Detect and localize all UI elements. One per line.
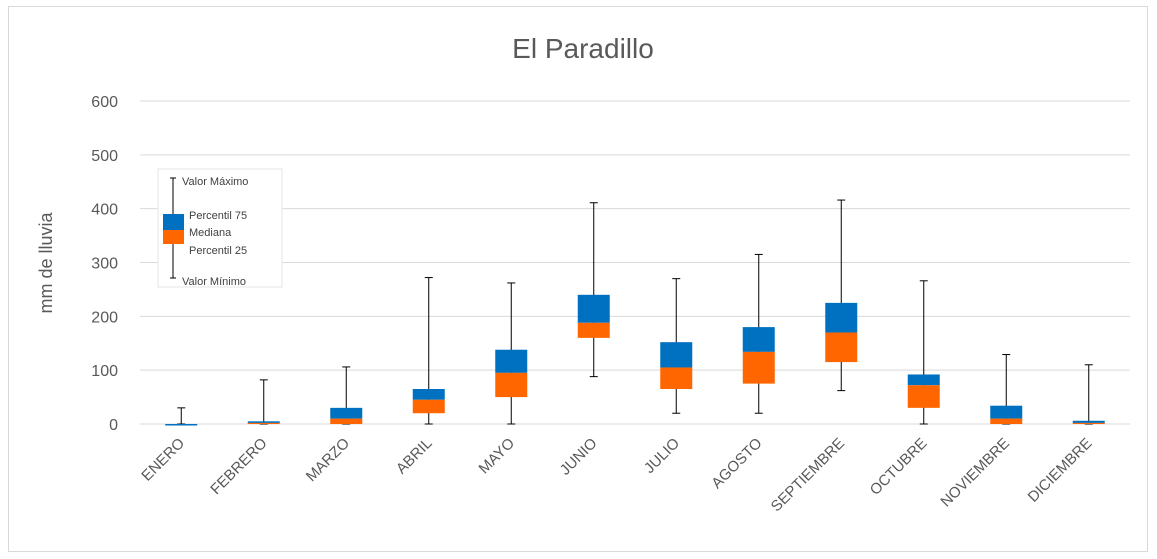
- x-category-label: JUNIO: [557, 435, 601, 479]
- x-category-label: SEPTIEMBRE: [768, 435, 848, 515]
- legend-p25-label: Percentil 25: [189, 245, 247, 257]
- box-noviembre: [990, 354, 1023, 425]
- x-category-label: FEBRERO: [207, 435, 270, 498]
- chart-title: El Paradillo: [512, 33, 654, 64]
- lower-box-p25: [247, 422, 280, 424]
- y-tick-label: 400: [91, 202, 118, 219]
- gridlines: [140, 100, 1130, 425]
- box-abril: [412, 277, 445, 425]
- legend-max-label: Valor Máximo: [182, 176, 248, 188]
- box-julio: [660, 278, 693, 414]
- lower-box-p25: [990, 418, 1023, 424]
- legend-min-label: Valor Mínimo: [182, 276, 246, 288]
- box-series: [165, 199, 1105, 426]
- upper-box-p75: [247, 421, 280, 423]
- box-diciembre: [1072, 364, 1105, 425]
- lower-box-p25: [660, 367, 693, 390]
- lower-box-p25: [907, 385, 940, 408]
- box-junio: [577, 202, 610, 378]
- lower-box-p25: [577, 322, 610, 338]
- x-category-label: ENERO: [138, 435, 188, 485]
- y-tick-labels: 0 100 200 300 400 500 600: [91, 94, 118, 434]
- lower-box-p25: [412, 399, 445, 414]
- box-octubre: [907, 280, 940, 425]
- upper-box-p75: [990, 405, 1023, 419]
- y-tick-label: 500: [91, 148, 118, 165]
- y-tick-label: 0: [109, 417, 118, 434]
- upper-box-p75: [1072, 420, 1105, 423]
- box-mayo: [495, 282, 528, 425]
- x-category-label: MARZO: [303, 435, 353, 485]
- upper-box-p75: [660, 342, 693, 368]
- upper-box-p75: [330, 407, 363, 419]
- y-tick-label: 100: [91, 363, 118, 380]
- x-category-label: NOVIEMBRE: [937, 435, 1013, 511]
- y-tick-label: 200: [91, 309, 118, 326]
- box-enero: [165, 407, 198, 426]
- lower-box-p25: [742, 351, 775, 384]
- x-category-label: DICIEMBRE: [1025, 435, 1096, 506]
- upper-box-p75: [577, 294, 610, 323]
- x-category-label: MAYO: [476, 435, 518, 477]
- box-agosto: [742, 253, 775, 414]
- upper-box-p75: [825, 302, 858, 333]
- upper-box-p75: [742, 327, 775, 352]
- y-tick-label: 300: [91, 256, 118, 273]
- legend-p75-swatch: [163, 214, 184, 230]
- x-category-label: OCTUBRE: [867, 435, 931, 499]
- legend-p75-label: Percentil 75: [189, 210, 247, 222]
- x-category-label: AGOSTO: [708, 435, 765, 492]
- x-category-label: ABRIL: [393, 435, 436, 478]
- y-axis-label: mm de lluvia: [36, 211, 56, 313]
- legend: Valor Máximo Percentil 75 Mediana Percen…: [157, 168, 283, 288]
- x-category-labels: ENERO FEBRERO MARZO ABRIL MAYO JUNIO JULIO AGOS…: [138, 435, 1095, 515]
- upper-box-p75: [412, 389, 445, 400]
- lower-box-p25: [330, 418, 363, 424]
- box-febrero: [247, 379, 280, 425]
- lower-box-p25: [825, 332, 858, 363]
- lower-box-p25: [495, 372, 528, 398]
- upper-box-p75: [165, 424, 198, 426]
- lower-box-p25: [1072, 422, 1105, 424]
- y-tick-label: 600: [91, 94, 118, 111]
- upper-box-p75: [907, 374, 940, 386]
- legend-median-label: Mediana: [189, 227, 232, 239]
- upper-box-p75: [495, 349, 528, 373]
- box-septiembre: [825, 199, 858, 392]
- box-marzo: [330, 366, 363, 425]
- legend-p25-swatch: [163, 230, 184, 244]
- x-category-label: JULIO: [641, 435, 683, 477]
